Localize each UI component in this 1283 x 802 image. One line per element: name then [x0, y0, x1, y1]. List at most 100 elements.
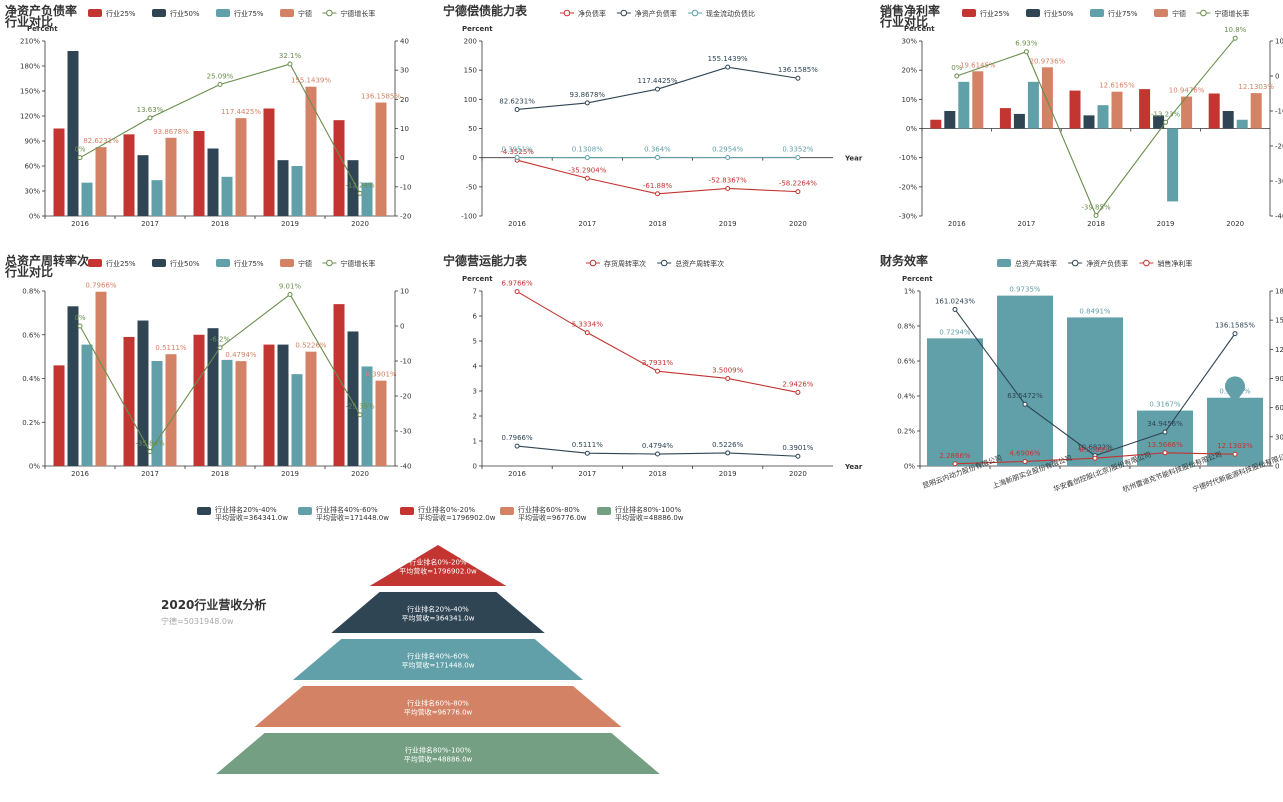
bar-行业50% — [1222, 111, 1234, 129]
legend-label: 平均营收=1796902.0w — [418, 513, 496, 522]
line-存货周转率次 — [516, 291, 799, 393]
x-axis-name: Year — [844, 155, 863, 163]
bar-行业50% — [1153, 115, 1165, 129]
bar-宁德 — [305, 86, 317, 217]
chart-eff: 财务效率 Percent 0% 0.2% 0.4% 0.6% 0.8% 1% 0 30 60 90 12… — [879, 253, 1283, 494]
line-point — [584, 330, 590, 336]
funnel-subtitle: 宁德=5031948.0w — [161, 616, 234, 626]
y-tick-label: 150% — [20, 88, 40, 96]
legend-label: 行业25% — [980, 9, 1010, 18]
line-point — [1163, 119, 1169, 125]
line-point — [655, 368, 660, 374]
chart-title: 宁德偿债能力表 — [443, 3, 528, 18]
x-tick-label: 2019 — [719, 470, 737, 478]
legend-label: 行业排名20%-40% — [215, 505, 277, 514]
bar-行业75% — [1167, 128, 1179, 202]
y-tick-label: 150 — [464, 67, 477, 75]
bar-data-label: 12.1303% — [1238, 83, 1274, 91]
map-pin-icon — [1225, 376, 1246, 404]
legend-marker — [691, 9, 699, 17]
line-point — [1022, 401, 1028, 407]
bar-行业75% — [81, 344, 93, 466]
bar-行业75% — [81, 182, 93, 216]
line-data-label: 2.9426% — [782, 380, 813, 388]
legend-marker — [1143, 259, 1150, 267]
chart-title: 财务效率 — [879, 253, 928, 268]
y-tick-label: 100 — [464, 96, 477, 104]
bar-行业75% — [958, 81, 970, 129]
chart-title: 宁德营运能力表 — [443, 253, 528, 268]
y-tick-label: 20% — [901, 67, 917, 75]
bar-宁德 — [972, 71, 984, 129]
y-tick-label: 6 — [473, 313, 478, 321]
line-data-label: 0.3901% — [782, 444, 813, 452]
line-point — [1232, 451, 1238, 457]
bar-宁德 — [235, 361, 247, 466]
line-point — [357, 412, 363, 418]
legend-label: 行业排名40%-60% — [316, 505, 378, 514]
line-data-label: 10.8% — [1224, 26, 1247, 34]
x-tick-label: 2018 — [649, 220, 667, 228]
legend-label: 行业75% — [234, 259, 264, 268]
line-data-label: -35.2904% — [568, 166, 606, 174]
line-data-label: -35.84% — [135, 439, 165, 447]
line-data-label: 0.7966% — [502, 434, 533, 442]
legend-label: 存货周转率次 — [604, 259, 646, 268]
bar-行业75% — [221, 176, 233, 216]
bar-行业25% — [263, 108, 275, 216]
legend-marker — [326, 259, 333, 267]
funnel-label: 平均营收=1796902.0w — [399, 567, 477, 576]
funnel-label: 行业排名60%-80% — [407, 699, 469, 708]
bar-data-label: 0.3901% — [365, 371, 396, 379]
bar-data-label: 82.6231% — [83, 137, 119, 145]
line-point — [725, 450, 731, 456]
y-tick-label: 0% — [29, 213, 40, 221]
y2-tick-label: -10 — [400, 358, 411, 366]
y2-tick-label: 10 — [1275, 38, 1283, 46]
bar-行业25% — [1069, 90, 1081, 129]
y2-tick-label: 60 — [1275, 404, 1283, 412]
x-tick-label: 2020 — [789, 470, 807, 478]
x-tick-label: 2016 — [948, 220, 966, 228]
line-point — [147, 115, 153, 121]
legend-swatch — [597, 507, 611, 515]
bar-行业75% — [361, 182, 373, 216]
legend-swatch — [1154, 9, 1168, 17]
legend-label: 现金流动负债比 — [706, 9, 755, 18]
bar-data-label: 136.1585% — [361, 93, 401, 101]
bar-行业25% — [193, 131, 205, 216]
y-tick-label: 3 — [473, 388, 477, 396]
x-tick-label: 2019 — [281, 220, 299, 228]
line-point — [514, 106, 520, 112]
line-data-label: 12.1303% — [1217, 442, 1253, 450]
legend-swatch — [1026, 9, 1040, 17]
legend-swatch — [88, 259, 102, 267]
bar-行业25% — [263, 344, 275, 466]
bar-宁德 — [235, 118, 247, 216]
line-data-label: 8.0065% — [1079, 446, 1110, 454]
bar-行业50% — [1013, 113, 1025, 129]
legend-label: 净资产负债率 — [635, 9, 677, 18]
bar-行业75% — [1097, 105, 1109, 129]
line-point — [795, 75, 801, 81]
line-data-label: 161.0243% — [935, 297, 975, 305]
line-data-label: 136.1585% — [1215, 322, 1255, 330]
line-point — [147, 448, 153, 454]
bar-data-label: 0.3167% — [1149, 401, 1180, 409]
chart-title: 行业对比 — [4, 14, 53, 29]
bar-行业75% — [221, 359, 233, 466]
y2-tick-label: 40 — [400, 38, 409, 46]
bar-宁德 — [165, 137, 177, 216]
bar-行业75% — [361, 366, 373, 466]
bar-行业75% — [151, 361, 163, 466]
bar-行业50% — [137, 320, 149, 466]
line-宁德增长率 — [956, 37, 1236, 217]
chart-ops: 宁德营运能力表 Percent Year 0 1 2 3 4 5 6 7 2016 2017 2018 20… — [443, 253, 863, 478]
line-data-label: 9.01% — [279, 282, 302, 290]
line-data-label: 0% — [74, 146, 85, 154]
line-data-label: 6.9766% — [502, 280, 533, 288]
chart-title: 净资产负债率 — [5, 3, 77, 18]
y-tick-label: 0.6% — [897, 358, 915, 366]
